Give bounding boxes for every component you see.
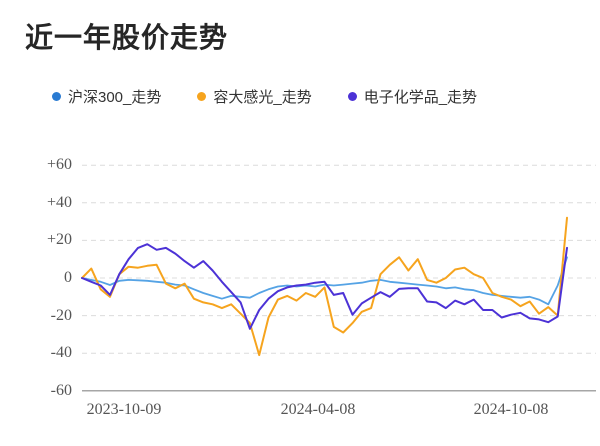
series-line-1 <box>81 216 568 357</box>
series-lines <box>81 216 568 357</box>
y-tick-label: 0 <box>64 269 72 286</box>
y-tick-label: +40 <box>46 193 72 211</box>
y-tick-label: -60 <box>50 381 72 399</box>
x-tick-label: 2024-10-08 <box>473 401 549 418</box>
y-tick-label: -40 <box>50 344 72 362</box>
chart-legend: 沪深300_走势 容大感光_走势 电子化学品_走势 <box>52 86 477 107</box>
legend-item-rongda[interactable]: 容大感光_走势 <box>197 86 312 107</box>
series-dot-icon <box>197 92 207 101</box>
gridlines <box>82 164 596 392</box>
x-tick-label: 2023-10-09 <box>86 401 162 418</box>
legend-item-hs300[interactable]: 沪深300_走势 <box>52 86 161 107</box>
legend-label: 电子化学品_走势 <box>363 89 478 106</box>
y-tick-label: -20 <box>50 306 72 324</box>
series-dot-icon <box>347 92 357 101</box>
series-line-2 <box>81 243 568 330</box>
series-dot-icon <box>52 92 61 101</box>
chart-title: 近一年股价走势 <box>25 22 229 53</box>
x-tick-label: 2024-04-08 <box>280 401 356 418</box>
legend-label: 容大感光_走势 <box>213 89 312 106</box>
y-tick-label: +20 <box>46 231 72 249</box>
series-line-0 <box>81 256 568 306</box>
legend-label: 沪深300_走势 <box>68 89 162 106</box>
legend-item-electronic-chemicals[interactable]: 电子化学品_走势 <box>347 86 478 107</box>
y-tick-label: +60 <box>46 156 72 174</box>
